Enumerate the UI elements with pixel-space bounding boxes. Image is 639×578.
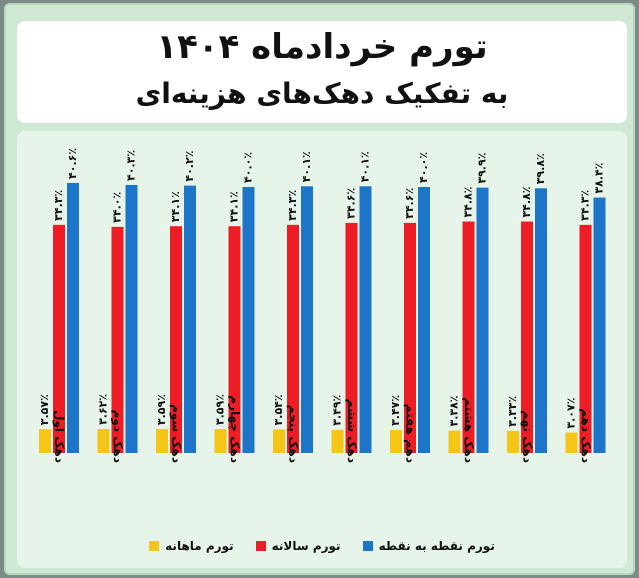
data-label-3-2: ۴۰.۳٪ bbox=[125, 150, 138, 181]
bar-3-7 bbox=[418, 186, 430, 453]
bar-1-8 bbox=[448, 430, 461, 453]
data-label-2-2: ۳۴.۰٪ bbox=[111, 192, 124, 223]
data-label-1-7: ۳.۴۷٪ bbox=[389, 395, 402, 426]
bar-2-7 bbox=[404, 222, 416, 453]
bar-1-10 bbox=[565, 432, 578, 453]
category-label-6: دهک ششم bbox=[345, 399, 359, 463]
data-label-3-4: ۴۰.۰٪ bbox=[242, 152, 255, 183]
bar-2-5 bbox=[287, 224, 299, 453]
data-label-1-9: ۳.۳۳٪ bbox=[506, 396, 519, 427]
data-label-3-8: ۳۹.۹٪ bbox=[476, 153, 489, 184]
legend-swatch-1 bbox=[149, 541, 160, 551]
data-label-2-3: ۳۴.۱٪ bbox=[169, 191, 182, 222]
legend-swatch-2 bbox=[255, 541, 266, 551]
bar-3-1 bbox=[67, 182, 79, 453]
bar-1-3 bbox=[156, 429, 168, 453]
category-label-1: دهک اول bbox=[52, 410, 67, 463]
bar-1-1 bbox=[39, 429, 51, 453]
chart-legend: تورم نقطه به نقطه تورم سالانه تورم ماهانه bbox=[17, 533, 627, 559]
legend-swatch-3 bbox=[362, 541, 373, 551]
chart-area: ۳.۵۷٪ ۳۴.۳٪ ۴۰.۶٪ دهک اول ۳.۶۲٪ ۳۴.۰٪ ۴۰.۳٪ دهک… bbox=[17, 131, 627, 568]
data-label-2-6: ۳۴.۶٪ bbox=[345, 188, 358, 219]
data-label-2-1: ۳۴.۳٪ bbox=[52, 190, 65, 221]
bar-3-5 bbox=[301, 186, 313, 453]
data-label-3-9: ۳۹.۸٪ bbox=[534, 153, 547, 184]
bar-2-1 bbox=[53, 224, 65, 453]
legend-item-2: تورم سالانه bbox=[255, 539, 341, 553]
category-label-2: دهک دوم bbox=[110, 410, 125, 463]
data-label-2-7: ۳۴.۶٪ bbox=[403, 188, 416, 219]
data-label-2-4: ۳۴.۱٪ bbox=[228, 191, 241, 222]
category-label-9: دهک نهم bbox=[521, 410, 535, 463]
bar-1-7 bbox=[390, 429, 402, 453]
category-label-3: دهک سوم bbox=[169, 404, 184, 463]
legend-label-2: تورم سالانه bbox=[271, 539, 341, 553]
category-label-8: دهک هشتم bbox=[462, 397, 476, 463]
legend-label-3: تورم نقطه به نقطه bbox=[378, 539, 495, 553]
bar-1-4 bbox=[214, 429, 227, 453]
bar-1-2 bbox=[97, 428, 110, 453]
data-label-1-1: ۳.۵۷٪ bbox=[38, 394, 51, 425]
bar-2-8 bbox=[462, 221, 475, 453]
bar-3-9 bbox=[535, 188, 547, 453]
category-label-10: دهک دهم bbox=[579, 408, 593, 463]
data-label-1-6: ۳.۴۹٪ bbox=[331, 395, 344, 426]
bar-1-5 bbox=[273, 429, 285, 453]
data-label-3-7: ۴۰.۰٪ bbox=[417, 152, 430, 183]
bar-2-9 bbox=[521, 221, 533, 453]
chart-title: تورم خردادماه ۱۴۰۴ bbox=[156, 27, 488, 67]
data-label-3-10: ۳۸.۴٪ bbox=[593, 163, 606, 194]
bar-chart: ۳.۵۷٪۳۴.۳٪۴۰.۶٪دهک اول۳.۶۲٪۳۴.۰٪۴۰.۳٪دهک… bbox=[38, 148, 606, 463]
data-label-3-1: ۴۰.۶٪ bbox=[66, 148, 79, 179]
data-label-3-3: ۴۰.۲٪ bbox=[183, 151, 196, 182]
data-label-1-3: ۳.۵۹٪ bbox=[155, 394, 168, 425]
title-box: تورم خردادماه ۱۴۰۴ به تفکیک دهک‌های هزین… bbox=[17, 21, 627, 123]
bar-3-6 bbox=[359, 186, 372, 453]
category-label-4: دهک چهارم bbox=[227, 395, 242, 463]
data-label-1-10: ۳.۰۷٪ bbox=[565, 398, 578, 429]
bar-1-6 bbox=[331, 429, 344, 453]
data-label-2-8: ۳۴.۸٪ bbox=[462, 186, 475, 217]
data-label-1-4: ۳.۵۹٪ bbox=[214, 394, 227, 425]
legend-label-1: تورم ماهانه bbox=[165, 539, 234, 553]
data-label-3-5: ۴۰.۱٪ bbox=[300, 151, 313, 182]
bar-2-10 bbox=[579, 224, 592, 453]
data-label-2-5: ۳۴.۳٪ bbox=[286, 190, 299, 221]
bar-3-8 bbox=[476, 187, 489, 454]
bar-2-2 bbox=[111, 226, 124, 453]
bar-3-10 bbox=[593, 197, 606, 453]
bar-2-4 bbox=[228, 226, 241, 453]
legend-item-1: تورم ماهانه bbox=[149, 539, 234, 553]
bar-3-2 bbox=[125, 184, 138, 454]
data-label-1-5: ۳.۵۴٪ bbox=[272, 394, 285, 425]
data-label-1-8: ۳.۳۸٪ bbox=[448, 395, 461, 426]
data-label-1-2: ۳.۶۲٪ bbox=[97, 394, 110, 425]
data-label-3-6: ۴۰.۱٪ bbox=[359, 151, 372, 182]
infographic-frame: تورم خردادماه ۱۴۰۴ به تفکیک دهک‌های هزین… bbox=[4, 3, 635, 575]
data-label-2-9: ۳۴.۸٪ bbox=[520, 186, 533, 217]
legend-item-3: تورم نقطه به نقطه bbox=[362, 539, 495, 553]
bar-1-9 bbox=[507, 430, 519, 453]
bar-2-6 bbox=[345, 222, 358, 453]
bar-2-3 bbox=[170, 226, 182, 453]
category-label-5: دهک پنجم bbox=[287, 405, 301, 463]
chart-subtitle: به تفکیک دهک‌های هزینه‌ای bbox=[135, 77, 509, 110]
bar-3-4 bbox=[242, 186, 255, 453]
data-label-2-10: ۳۴.۳٪ bbox=[579, 190, 592, 221]
category-label-7: دهم هفتم bbox=[404, 404, 418, 463]
bar-3-3 bbox=[184, 185, 196, 453]
